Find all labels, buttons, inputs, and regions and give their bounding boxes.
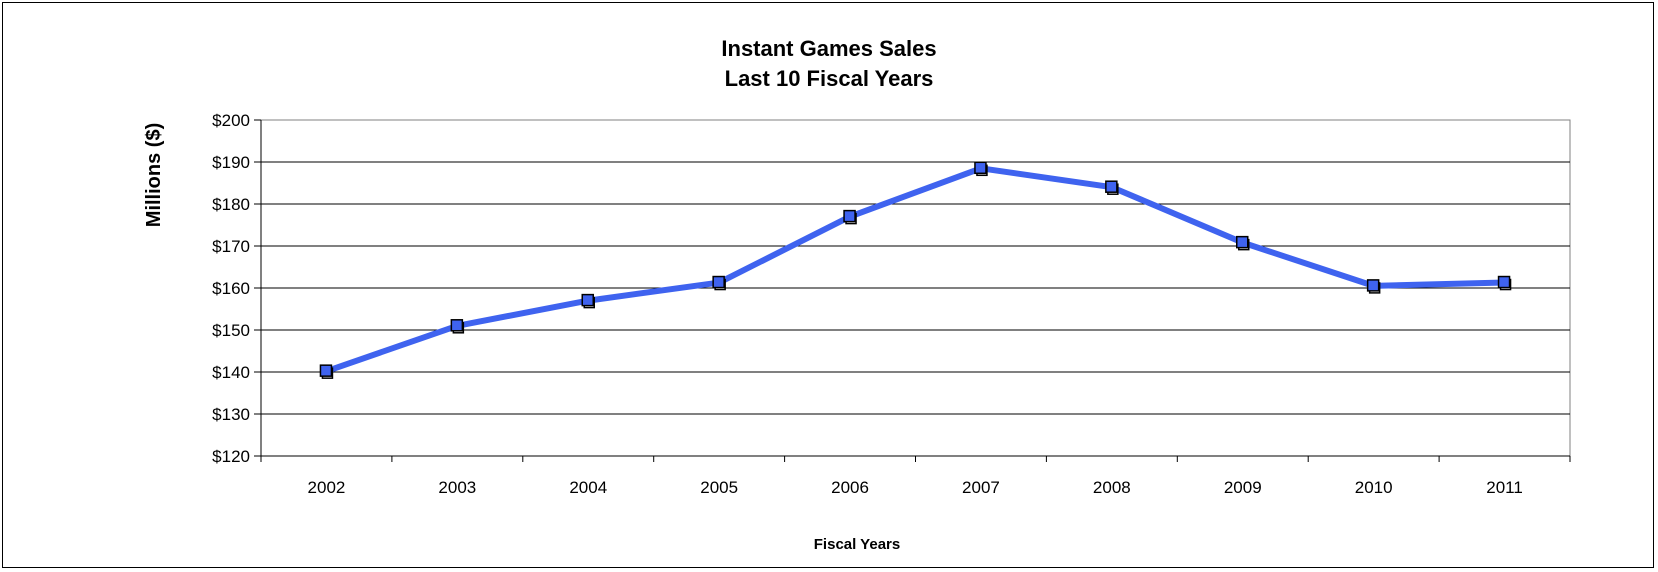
data-point [974, 161, 987, 175]
x-tick-label: 2008 [1093, 478, 1131, 497]
data-point [1366, 279, 1380, 292]
y-tick-label: $130 [212, 405, 250, 424]
x-tick-label: 2006 [831, 478, 869, 497]
x-tick-label: 2005 [700, 478, 738, 497]
y-tick-label: $180 [212, 195, 250, 214]
y-tick-label: $150 [212, 321, 250, 340]
x-tick-label: 2004 [569, 478, 607, 497]
y-tick-label: $200 [212, 111, 250, 130]
x-tick-label: 2010 [1355, 478, 1393, 497]
data-point [1497, 275, 1511, 289]
y-axis-title: Millions ($) [143, 123, 165, 227]
x-tick-label: 2002 [308, 478, 346, 497]
y-tick-label: $170 [212, 237, 250, 256]
x-tick-label: 2011 [1486, 478, 1523, 497]
data-point [1236, 235, 1249, 249]
data-point [712, 275, 725, 289]
x-axis-title: Fiscal Years [814, 536, 900, 553]
y-tick-label: $160 [212, 279, 250, 298]
y-tick-label: $120 [212, 447, 250, 466]
data-point [843, 209, 856, 223]
y-tick-label: $190 [212, 153, 250, 172]
data-point [319, 364, 333, 377]
plot-area: $120 $130 $140 $150 $160 $170 $180 $190 $200 2002… [212, 111, 1571, 497]
data-point [581, 293, 594, 307]
series-line [323, 165, 1508, 375]
data-point [450, 319, 464, 332]
x-tick-label: 2007 [962, 478, 1000, 497]
x-tick-label: 2003 [438, 478, 476, 497]
data-point [1105, 180, 1118, 193]
x-tick-label: 2009 [1224, 478, 1262, 497]
y-tick-label: $140 [212, 363, 250, 382]
chart-subtitle: Last 10 Fiscal Years [725, 66, 934, 91]
chart-title: Instant Games Sales [721, 36, 936, 61]
